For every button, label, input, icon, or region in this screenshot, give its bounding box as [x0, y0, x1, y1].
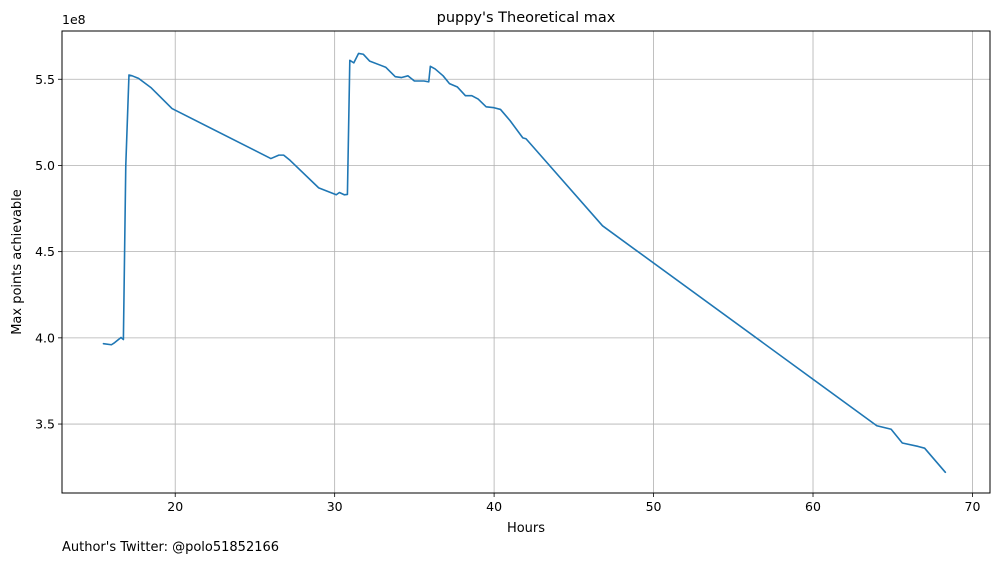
y-tick-label: 4.0 [35, 330, 55, 345]
y-axis-offset-label: 1e8 [62, 12, 86, 27]
x-tick-label: 50 [646, 499, 662, 514]
x-tick-label: 60 [805, 499, 821, 514]
x-tick-label: 40 [486, 499, 502, 514]
author-twitter-text: Author's Twitter: @polo51852166 [62, 540, 279, 555]
axis-ticks: 20 30 40 50 60 70 3.5 4.0 4.5 5.0 5.5 [35, 72, 980, 514]
x-tick-label: 70 [965, 499, 981, 514]
series-line [102, 52, 947, 474]
y-axis-label: Max points achievable [10, 189, 25, 335]
chart-title: puppy's Theoretical max [437, 10, 616, 26]
series-layer [102, 52, 947, 474]
plot-frame [61, 30, 991, 494]
y-tick-label: 5.5 [35, 72, 55, 87]
y-tick-label: 3.5 [35, 417, 55, 432]
x-tick-label: 20 [167, 499, 183, 514]
grid-lines [62, 31, 990, 493]
x-tick-label: 30 [327, 499, 343, 514]
y-tick-label: 4.5 [35, 244, 55, 259]
x-axis-label: Hours [507, 521, 545, 536]
y-tick-label: 5.0 [35, 158, 55, 173]
